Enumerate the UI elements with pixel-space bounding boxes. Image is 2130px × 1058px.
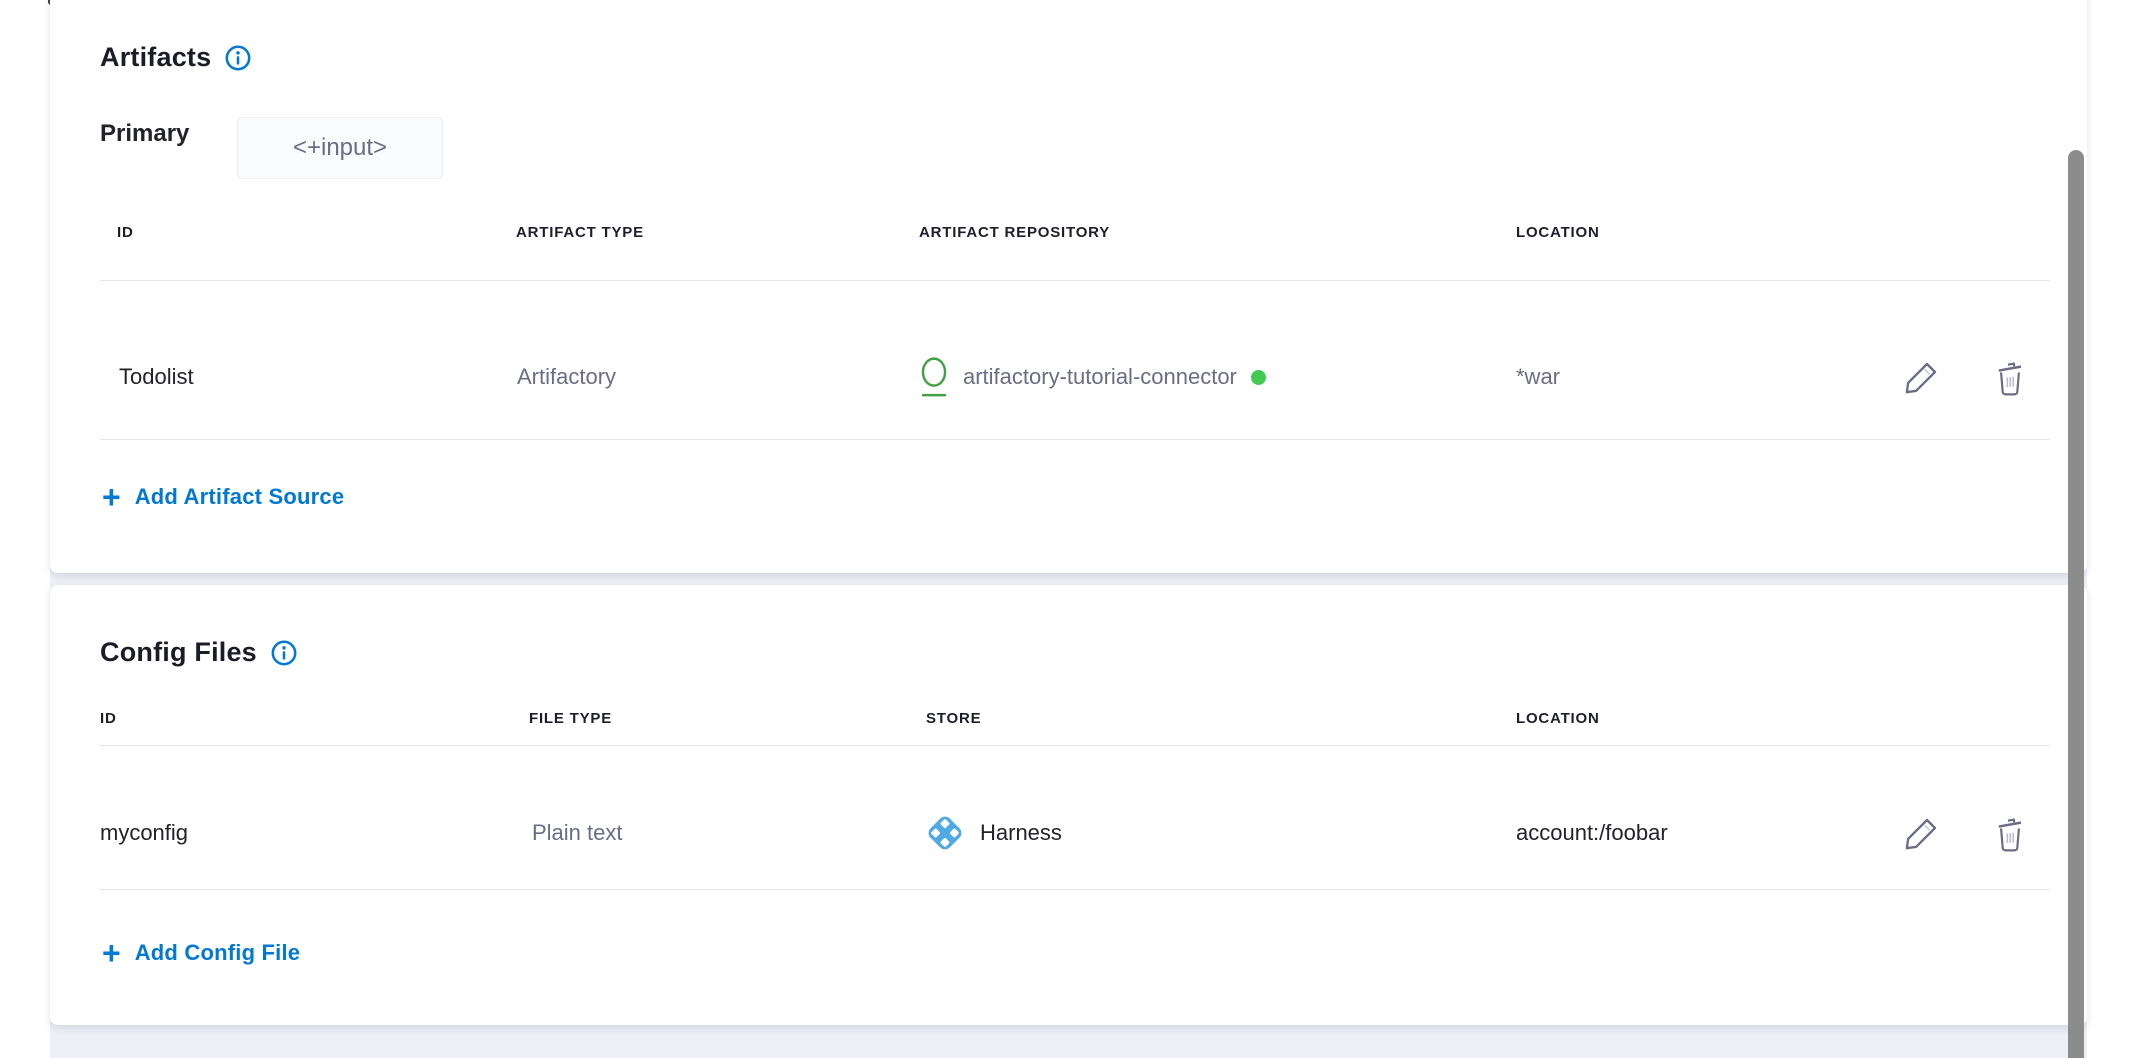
artifact-location-cell: *war [1516, 364, 1561, 389]
artifacts-section-header: Artifacts [100, 42, 252, 73]
table-row-divider [100, 439, 2050, 440]
config-store-cell: Harness [922, 810, 1062, 856]
config-location-cell: account:/foobar [1516, 820, 1668, 845]
pencil-icon [1905, 362, 1937, 394]
primary-artifact-label: Primary [100, 120, 190, 147]
add-artifact-source-button[interactable]: + Add Artifact Source [102, 481, 344, 513]
col-header-store: STORE [926, 710, 982, 727]
pencil-icon [1905, 818, 1937, 850]
table-header-divider [100, 745, 2050, 746]
plus-icon: + [102, 935, 121, 971]
delete-artifact-button[interactable] [1992, 359, 2028, 397]
config-files-title: Config Files [100, 637, 257, 667]
content-column: Artifacts Primary <+input> ID ARTIFACT T… [50, 0, 2087, 1058]
primary-artifact-runtime-input[interactable]: <+input> [237, 117, 443, 179]
trash-icon [1998, 818, 2022, 852]
connector-name: artifactory-tutorial-connector [963, 364, 1237, 389]
edit-config-file-button[interactable] [1902, 813, 1942, 853]
artifact-type-cell: Artifactory [517, 364, 617, 389]
col-header-file-type: FILE TYPE [529, 710, 613, 727]
config-files-section-header: Config Files [100, 637, 298, 668]
harness-logo-icon [928, 816, 962, 850]
add-config-file-label: Add Config File [134, 940, 301, 965]
config-id-cell: myconfig [100, 820, 189, 845]
col-header-id: ID [100, 710, 117, 727]
artifactory-connector-icon [921, 356, 947, 396]
edit-artifact-button[interactable] [1902, 357, 1942, 397]
add-config-file-button[interactable]: + Add Config File [102, 937, 300, 969]
col-header-location: LOCATION [1516, 710, 1600, 727]
table-header-divider [100, 280, 2050, 281]
col-header-id: ID [117, 224, 134, 241]
config-file-type-cell: Plain text [532, 820, 623, 845]
artifacts-title: Artifacts [100, 42, 212, 72]
trash-icon [1998, 362, 2022, 396]
col-header-artifact-repository: ARTIFACT REPOSITORY [919, 224, 1111, 241]
artifact-repository-cell: artifactory-tutorial-connector [919, 354, 1266, 400]
table-row-divider [100, 889, 2050, 890]
artifact-id-cell: Todolist [119, 364, 194, 389]
add-artifact-source-label: Add Artifact Source [134, 484, 345, 509]
plus-icon: + [102, 479, 121, 515]
connector-status-dot [1250, 369, 1266, 385]
info-icon[interactable] [224, 44, 252, 72]
store-name: Harness [980, 820, 1062, 845]
delete-config-file-button[interactable] [1992, 815, 2028, 853]
vertical-scrollbar[interactable] [2068, 150, 2084, 1058]
col-header-location: LOCATION [1516, 224, 1600, 241]
col-header-artifact-type: ARTIFACT TYPE [516, 224, 644, 241]
info-icon[interactable] [270, 639, 298, 667]
artifacts-card: Artifacts Primary <+input> ID ARTIFACT T… [50, 0, 2087, 573]
config-files-card: Config Files ID FILE TYPE STORE LOCATION… [50, 585, 2087, 1025]
